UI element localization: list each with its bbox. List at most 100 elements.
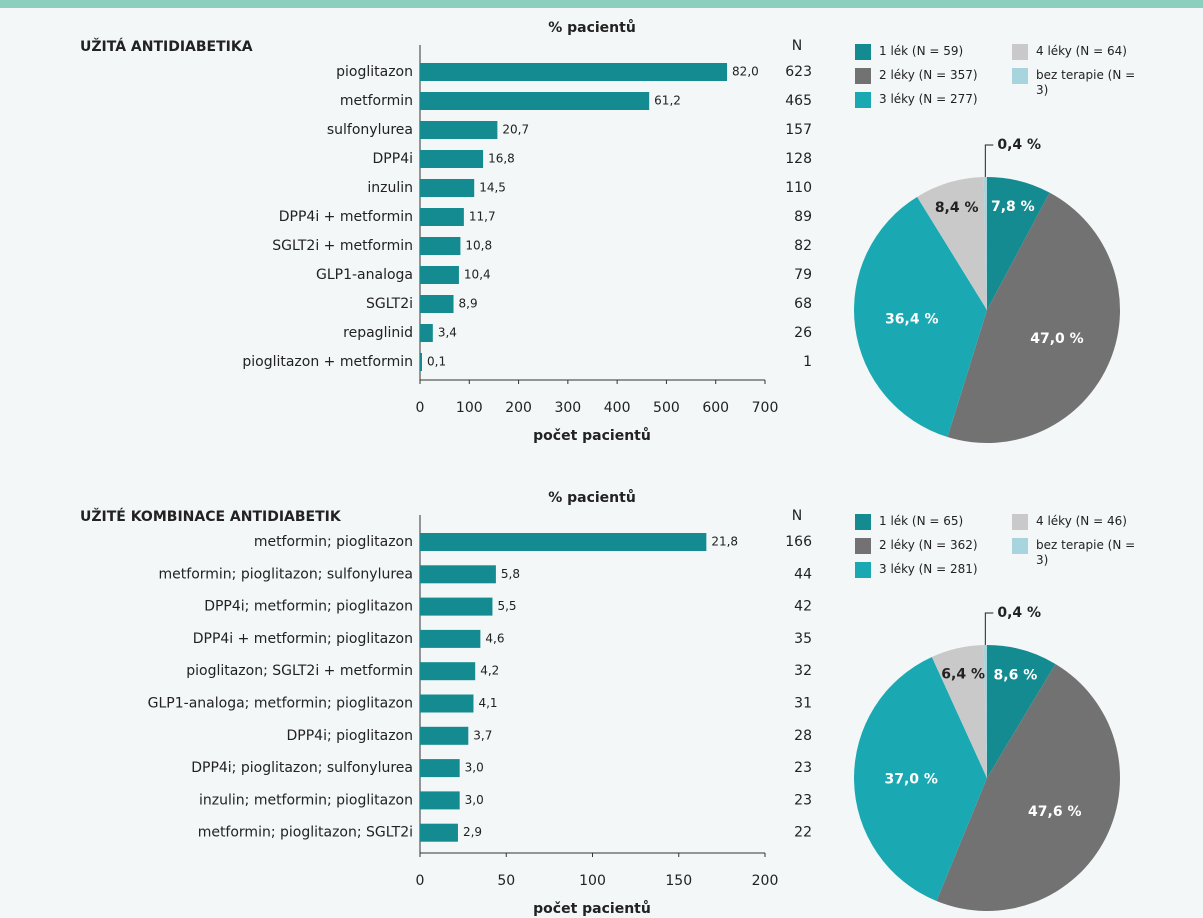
- legend-label: 4 léky (N = 46): [1036, 514, 1127, 528]
- n-label: 128: [785, 151, 812, 167]
- percent-label: 3,0: [465, 793, 484, 807]
- n-label: 79: [794, 267, 812, 283]
- bar: [420, 791, 460, 810]
- percent-label: 10,8: [465, 239, 492, 253]
- percent-label: 5,8: [501, 567, 520, 581]
- bar: [420, 121, 498, 139]
- pie-slice: [936, 663, 1120, 911]
- bar: [420, 353, 422, 371]
- percent-label: 10,4: [464, 268, 491, 282]
- percent-label: 2,9: [463, 825, 482, 839]
- n-label: 465: [785, 93, 812, 109]
- bar: [420, 823, 458, 842]
- percent-label: 20,7: [502, 123, 529, 137]
- n-label: 44: [794, 566, 812, 582]
- percent-label: 4,6: [485, 631, 504, 645]
- bar: [420, 208, 464, 226]
- percent-label: 4,2: [480, 664, 499, 678]
- slice-label: 0,4 %: [997, 137, 1041, 153]
- category-label: pioglitazon; SGLT2i + metformin: [186, 663, 413, 679]
- n-label: 82: [794, 238, 812, 254]
- bar: [420, 759, 460, 778]
- x-axis-label: počet pacientů: [533, 427, 651, 444]
- n-label: 157: [785, 122, 812, 138]
- slice-label: 47,0 %: [1030, 331, 1083, 347]
- slice-label: 7,8 %: [991, 199, 1035, 215]
- callout-line: [984, 612, 994, 646]
- x-tick-label: 0: [416, 400, 425, 416]
- bar: [420, 694, 474, 713]
- percent-label: 82,0: [732, 65, 759, 79]
- bar: [420, 533, 707, 551]
- percent-label: 16,8: [488, 152, 515, 166]
- pie-slice: [917, 177, 987, 310]
- bar: [420, 92, 650, 110]
- x-tick-label: 500: [653, 400, 680, 416]
- category-label: SGLT2i: [366, 296, 413, 312]
- bar: [420, 324, 433, 342]
- bar: [420, 726, 469, 745]
- legend-swatch: [855, 44, 871, 60]
- chart-title: UŽITÉ KOMBINACE ANTIDIABETIK: [80, 508, 342, 525]
- percent-label: 61,2: [654, 94, 681, 108]
- percent-label: 8,9: [459, 297, 478, 311]
- top-band: [0, 0, 1203, 8]
- category-label: inzulin; metformin; pioglitazon: [199, 792, 413, 808]
- category-label: inzulin: [367, 180, 413, 196]
- legend-swatch: [1012, 514, 1028, 530]
- category-label: metformin; pioglitazon; sulfonylurea: [159, 566, 413, 582]
- n-label: 1: [803, 354, 812, 370]
- bar: [420, 662, 476, 681]
- x-tick-label: 600: [702, 400, 729, 416]
- legend-label: bez terapie (N = 3): [1036, 68, 1136, 97]
- bar: [420, 266, 459, 284]
- n-label: 42: [794, 599, 812, 615]
- legend-label: 4 léky (N = 64): [1036, 44, 1127, 58]
- slice-label: 0,4 %: [997, 605, 1041, 621]
- legend-swatch: [855, 92, 871, 108]
- legend-label: 2 léky (N = 362): [879, 538, 978, 552]
- n-label: 110: [785, 180, 812, 196]
- category-label: sulfonylurea: [327, 122, 413, 138]
- bar: [420, 150, 484, 168]
- callout-line: [984, 144, 994, 178]
- legend-swatch: [1012, 538, 1028, 554]
- legend-swatch: [1012, 68, 1028, 84]
- slice-label: 37,0 %: [884, 771, 937, 787]
- bar: [420, 295, 454, 313]
- slice-label: 8,6 %: [994, 667, 1038, 683]
- slice-label: 36,4 %: [885, 312, 938, 328]
- pie-slice: [983, 177, 987, 310]
- percent-label: 4,1: [478, 696, 497, 710]
- slice-label: 6,4 %: [941, 666, 985, 682]
- bar: [420, 565, 496, 584]
- x-tick-label: 400: [604, 400, 631, 416]
- pie-slice: [983, 645, 987, 778]
- pie-slice: [987, 645, 1056, 778]
- n-label: 26: [794, 325, 812, 341]
- x-tick-label: 300: [554, 400, 581, 416]
- n-label: 35: [794, 631, 812, 647]
- category-label: DPP4i + metformin; pioglitazon: [193, 631, 413, 647]
- x-tick-label: 200: [505, 400, 532, 416]
- percent-label: 3,7: [473, 728, 492, 742]
- x-axis-label: počet pacientů: [533, 900, 651, 917]
- percent-label: 0,1: [427, 355, 446, 369]
- legend-swatch: [855, 514, 871, 530]
- category-label: GLP1-analoga: [316, 267, 413, 283]
- percent-label: 14,5: [479, 181, 506, 195]
- slice-label: 8,4 %: [935, 200, 979, 216]
- category-label: DPP4i; pioglitazon; sulfonylurea: [191, 760, 413, 776]
- x-tick-label: 50: [497, 873, 515, 889]
- percent-label: 3,0: [465, 761, 484, 775]
- n-label: 166: [785, 534, 812, 550]
- legend-label: 1 lék (N = 59): [879, 44, 964, 58]
- chart-title: UŽITÁ ANTIDIABETIKA: [80, 38, 253, 55]
- category-label: pioglitazon + metformin: [242, 354, 413, 370]
- category-label: DPP4i; metformin; pioglitazon: [204, 599, 413, 615]
- percent-label: 11,7: [469, 210, 496, 224]
- category-label: pioglitazon: [336, 64, 413, 80]
- category-label: DPP4i; pioglitazon: [287, 728, 414, 744]
